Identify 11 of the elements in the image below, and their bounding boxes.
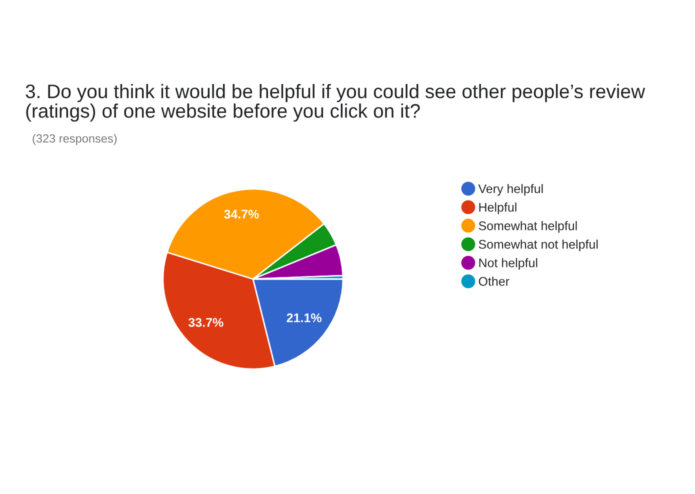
chart-title: 3. Do you think it would be helpful if you could see other people’s review (ratings) of one website before you click on it?	[26, 84, 646, 122]
legend-label: Helpful	[479, 202, 516, 214]
chart-subtitle: (323 responses)	[32, 134, 117, 146]
data-label: 33.7%	[188, 318, 224, 327]
data-label: 21.1%	[286, 313, 322, 322]
legend-label: Somewhat not helpful	[478, 240, 598, 252]
data-label: 34.7%	[224, 210, 259, 219]
legend-label: Very helpful	[478, 184, 543, 196]
legend-label: Not helpful	[479, 258, 538, 270]
legend-label: Somewhat helpful	[478, 221, 577, 233]
legend-label: Other	[478, 276, 510, 286]
